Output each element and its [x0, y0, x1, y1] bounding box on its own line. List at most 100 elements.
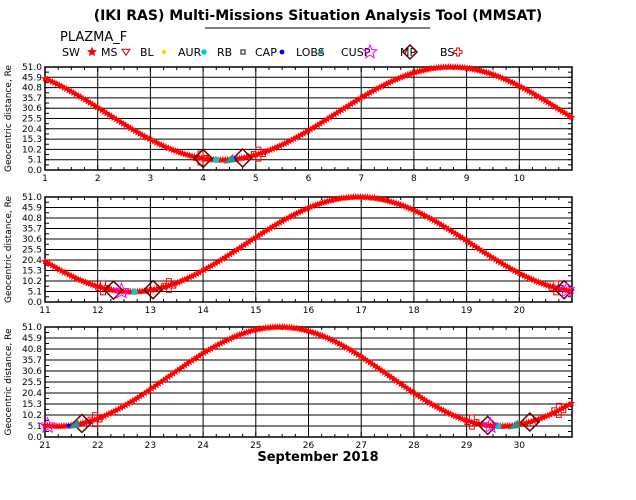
y-tick-label: 15.3	[22, 267, 42, 277]
panel-1: 0.05.110.215.320.425.530.635.740.845.951…	[4, 62, 576, 184]
x-tick-label: 30	[514, 441, 526, 451]
legend: SW MS BL AUR RB CAP LOBS CUSP MP BS	[62, 43, 463, 61]
chart-subtitle: PLAZMA_F	[60, 30, 127, 45]
y-tick-label: 25.5	[22, 246, 42, 256]
y-tick-label: 30.6	[22, 104, 42, 114]
y-tick-label: 35.7	[22, 225, 42, 235]
cap-point	[66, 423, 71, 428]
aur-series	[213, 156, 220, 163]
x-tick-label: 5	[253, 174, 259, 184]
cusp-series	[38, 416, 500, 434]
x-tick-label: 12	[92, 306, 103, 316]
lobs-point	[223, 153, 236, 164]
x-tick-label: 9	[464, 174, 470, 184]
panel-2: 0.05.110.215.320.425.530.635.740.845.951…	[4, 192, 576, 316]
y-tick-label: 5.1	[28, 288, 42, 298]
chart-title: (IKI RAS) Multi-Missions Situation Analy…	[94, 8, 543, 24]
x-tick-label: 16	[303, 306, 315, 316]
bs-point	[95, 280, 111, 296]
x-tick-label: 13	[145, 306, 156, 316]
y-tick-label: 0.0	[28, 166, 43, 176]
cusp-series	[112, 280, 576, 299]
y-tick-label: 0.0	[28, 298, 43, 308]
x-tick-label: 29	[461, 441, 473, 451]
lobs-series	[67, 418, 521, 430]
y-tick-label: 5.1	[28, 156, 42, 166]
legend-label-rb: RB	[217, 46, 232, 59]
x-tick-label: 3	[148, 174, 154, 184]
legend-marker-lobs	[316, 48, 324, 55]
y-axis-label: Geocentric distance, Re	[4, 65, 14, 172]
x-tick-label: 22	[92, 441, 103, 451]
x-tick-label: 26	[303, 441, 315, 451]
legend-label-bl: BL	[140, 46, 155, 59]
cusp-point	[557, 280, 576, 298]
legend-label-aur: AUR	[178, 46, 202, 59]
y-tick-label: 20.4	[22, 125, 42, 135]
legend-label-bs: BS	[440, 46, 454, 59]
legend-label-ms: MS	[101, 46, 117, 59]
cusp-point	[38, 416, 57, 434]
x-tick-label: 19	[461, 306, 473, 316]
mp-point	[193, 148, 214, 169]
bs-point	[192, 150, 208, 166]
y-tick-label: 10.2	[22, 277, 42, 287]
y-tick-label: 51.0	[22, 323, 42, 333]
legend-marker-bl	[161, 49, 167, 55]
lobs-point	[508, 419, 521, 430]
y-axis-label: Geocentric distance, Re	[4, 328, 14, 435]
panel-3: 0.05.110.215.320.425.530.635.740.845.951…	[4, 322, 576, 451]
x-tick-label: 10	[514, 174, 526, 184]
y-tick-label: 35.7	[22, 356, 42, 366]
legend-marker-ms	[121, 48, 131, 57]
y-tick-label: 30.6	[22, 235, 42, 245]
x-tick-label: 2	[95, 174, 101, 184]
x-tick-label: 20	[514, 306, 526, 316]
x-tick-label: 24	[197, 441, 209, 451]
bs-point	[87, 412, 103, 428]
legend-marker-sw	[87, 46, 97, 57]
y-tick-label: 25.5	[22, 378, 42, 388]
x-tick-label: 4	[200, 174, 206, 184]
cap-series	[66, 422, 519, 428]
y-tick-label: 45.9	[22, 204, 42, 214]
legend-label-lobs: LOBS	[296, 46, 325, 59]
mp-point	[519, 412, 540, 433]
y-tick-label: 45.9	[22, 73, 42, 83]
aur-point	[213, 156, 220, 163]
y-tick-label: 25.5	[22, 115, 42, 125]
aur-series	[131, 288, 138, 295]
bs-point	[250, 146, 266, 162]
x-tick-label: 25	[250, 441, 261, 451]
x-tick-label: 8	[411, 174, 417, 184]
cusp-point	[481, 416, 500, 434]
y-tick-label: 40.8	[22, 214, 42, 224]
cusp-point	[112, 281, 131, 299]
bs-series	[192, 146, 266, 166]
y-tick-label: 0.0	[28, 433, 43, 443]
mp-point	[71, 413, 92, 434]
y-tick-label: 10.2	[22, 411, 42, 421]
x-tick-label: 21	[39, 441, 50, 451]
legend-marker-rb	[240, 49, 246, 55]
legend-label-cap: CAP	[255, 46, 277, 59]
mp-point	[232, 147, 253, 169]
mp-point	[554, 279, 575, 300]
y-tick-label: 15.3	[22, 135, 42, 145]
plot-frame	[44, 326, 573, 438]
x-tick-label: 18	[408, 306, 420, 316]
x-tick-label: 28	[408, 441, 420, 451]
x-tick-label: 1	[42, 174, 48, 184]
x-axis-label: September 2018	[257, 450, 378, 465]
x-tick-label: 14	[197, 306, 209, 316]
x-tick-label: 6	[306, 174, 312, 184]
y-tick-label: 51.0	[22, 63, 42, 73]
sw-point	[567, 399, 576, 407]
y-tick-label: 5.1	[28, 422, 42, 432]
x-tick-label: 17	[355, 306, 366, 316]
x-tick-label: 11	[39, 306, 50, 316]
x-tick-label: 27	[355, 441, 366, 451]
x-tick-label: 7	[358, 174, 364, 184]
